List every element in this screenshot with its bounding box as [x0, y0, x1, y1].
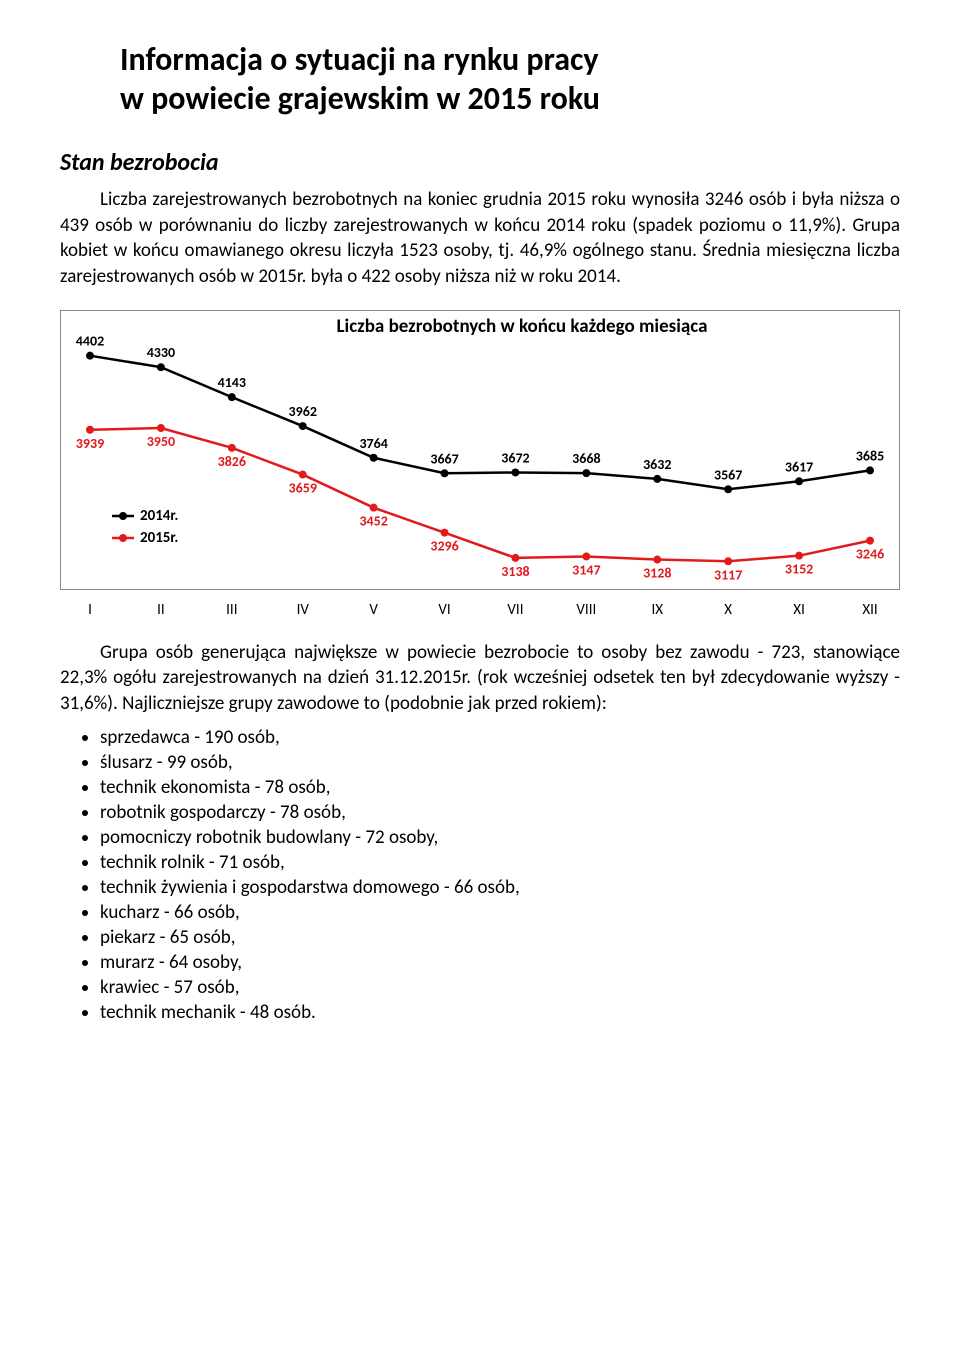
svg-text:3617: 3617 [785, 458, 813, 475]
page-title: Informacja o sytuacji na rynku pracy w p… [60, 40, 900, 118]
svg-text:3962: 3962 [289, 403, 317, 420]
svg-text:3764: 3764 [359, 434, 387, 451]
list-item: krawiec - 57 osób, [100, 976, 900, 999]
svg-text:VIII: VIII [576, 601, 596, 619]
list-item: pomocniczy robotnik budowlany - 72 osoby… [100, 826, 900, 849]
svg-text:4143: 4143 [218, 374, 246, 391]
svg-text:IV: IV [297, 601, 310, 619]
svg-text:IX: IX [651, 601, 663, 619]
svg-text:3685: 3685 [856, 447, 884, 464]
paragraph-2: Grupa osób generująca największe w powie… [60, 640, 900, 717]
svg-text:2015r.: 2015r. [140, 529, 178, 547]
svg-text:III: III [226, 601, 237, 619]
svg-text:4402: 4402 [76, 332, 104, 349]
svg-text:3147: 3147 [572, 561, 600, 578]
svg-text:4330: 4330 [147, 344, 175, 361]
list-item: sprzedawca - 190 osób, [100, 726, 900, 749]
svg-text:3567: 3567 [714, 466, 742, 483]
svg-text:3668: 3668 [572, 450, 600, 467]
list-item: technik żywienia i gospodarstwa domowego… [100, 876, 900, 899]
svg-text:3950: 3950 [147, 433, 175, 450]
list-item: murarz - 64 osoby, [100, 951, 900, 974]
svg-text:3826: 3826 [218, 452, 246, 469]
occupation-list: sprzedawca - 190 osób,ślusarz - 99 osób,… [60, 726, 900, 1024]
svg-text:3296: 3296 [430, 537, 458, 554]
list-item: ślusarz - 99 osób, [100, 751, 900, 774]
svg-text:3672: 3672 [501, 449, 529, 466]
svg-text:3128: 3128 [643, 564, 671, 581]
svg-text:X: X [724, 601, 732, 619]
list-item: technik ekonomista - 78 osób, [100, 776, 900, 799]
svg-text:3632: 3632 [643, 455, 671, 472]
svg-text:3152: 3152 [785, 560, 813, 577]
paragraph-1: Liczba zarejestrowanych bezrobotnych na … [60, 187, 900, 290]
svg-text:VII: VII [507, 601, 523, 619]
svg-text:VI: VI [438, 601, 450, 619]
list-item: technik rolnik - 71 osób, [100, 851, 900, 874]
unemployment-chart: Liczba bezrobotnych w końcu każdego mies… [60, 310, 900, 630]
svg-text:II: II [157, 601, 165, 619]
list-item: robotnik gospodarczy - 78 osób, [100, 801, 900, 824]
chart-svg: Liczba bezrobotnych w końcu każdego mies… [60, 310, 900, 630]
svg-text:3667: 3667 [430, 450, 458, 467]
title-line-1: Informacja o sytuacji na rynku pracy [120, 40, 599, 79]
list-item: piekarz - 65 osób, [100, 926, 900, 949]
svg-text:3939: 3939 [76, 434, 104, 451]
svg-text:Liczba bezrobotnych w końcu ka: Liczba bezrobotnych w końcu każdego mies… [337, 315, 708, 338]
title-line-2: w powiecie grajewskim w 2015 roku [120, 79, 600, 118]
list-item: technik mechanik - 48 osób. [100, 1001, 900, 1024]
svg-text:3452: 3452 [359, 512, 387, 529]
list-item: kucharz - 66 osób, [100, 901, 900, 924]
svg-text:2014r.: 2014r. [140, 507, 178, 525]
svg-text:XII: XII [862, 601, 877, 619]
svg-text:I: I [88, 601, 92, 619]
svg-text:3117: 3117 [714, 566, 742, 583]
svg-text:XI: XI [793, 601, 805, 619]
svg-text:3138: 3138 [501, 562, 529, 579]
section-heading: Stan bezrobocia [60, 148, 900, 177]
svg-text:3246: 3246 [856, 545, 884, 562]
svg-text:3659: 3659 [289, 479, 317, 496]
svg-text:V: V [369, 601, 378, 619]
